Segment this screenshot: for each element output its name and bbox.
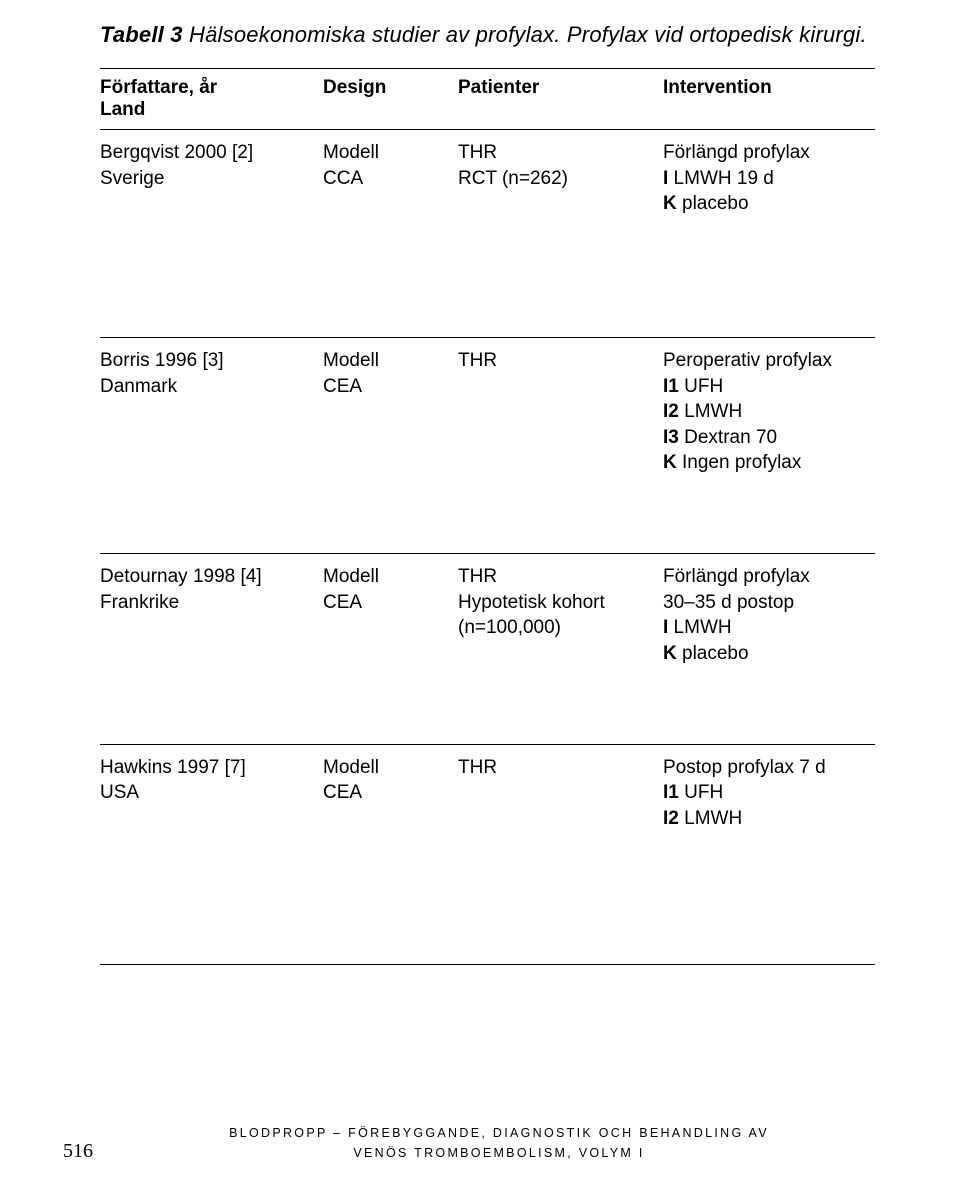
bold: I1 — [663, 782, 679, 803]
table-header-row: Författare, år Land Design Patienter Int… — [100, 69, 875, 129]
intervention-line3: I LMWH — [663, 615, 875, 641]
author-country: USA — [100, 780, 323, 806]
patients-line1: THR — [458, 348, 663, 374]
rest: 30–35 d postop — [663, 592, 794, 613]
intervention-line1: Peroperativ profylax — [663, 348, 875, 374]
page-number: 516 — [63, 1140, 123, 1163]
bold: I3 — [663, 427, 679, 448]
rest: placebo — [677, 193, 749, 214]
cell-design: Modell CEA — [323, 755, 458, 832]
design-line1: Modell — [323, 348, 458, 374]
author-country: Danmark — [100, 374, 323, 400]
footer: 516 BLODPROPP – FÖREBYGGANDE, DIAGNOSTIK… — [0, 1124, 960, 1163]
cell-patients: THR — [458, 348, 663, 476]
rest: Ingen profylax — [677, 452, 802, 473]
gap — [100, 488, 875, 553]
cell-author: Bergqvist 2000 [2] Sverige — [100, 140, 323, 217]
footer-text: BLODPROPP – FÖREBYGGANDE, DIAGNOSTIK OCH… — [123, 1124, 875, 1163]
intervention-line3: K placebo — [663, 191, 875, 217]
design-line2: CEA — [323, 590, 458, 616]
patients-line1: THR — [458, 564, 663, 590]
rest: LMWH — [679, 808, 742, 829]
cell-author: Hawkins 1997 [7] USA — [100, 755, 323, 832]
th-design: Design — [323, 77, 458, 121]
intervention-line1: Postop profylax 7 d — [663, 755, 875, 781]
patients-line2: RCT (n=262) — [458, 166, 663, 192]
rest: LMWH — [668, 617, 731, 638]
cell-design: Modell CCA — [323, 140, 458, 217]
bold: K — [663, 643, 677, 664]
intervention-line2: I1 UFH — [663, 374, 875, 400]
table-caption: Hälsoekonomiska studier av profylax. Pro… — [189, 22, 867, 47]
cell-patients: THR Hypotetisk kohort (n=100,000) — [458, 564, 663, 667]
author-country: Frankrike — [100, 590, 323, 616]
table-row: Hawkins 1997 [7] USA Modell CEA THR Post… — [100, 745, 875, 844]
table-row: Bergqvist 2000 [2] Sverige Modell CCA TH… — [100, 130, 875, 229]
footer-line2: VENÖS TROMBOEMBOLISM, VOLYM I — [123, 1144, 875, 1163]
bold: K — [663, 193, 677, 214]
author-name: Detournay 1998 [4] — [100, 564, 323, 590]
cell-intervention: Förlängd profylax I LMWH 19 d K placebo — [663, 140, 875, 217]
patients-line2: Hypotetisk kohort — [458, 590, 663, 616]
author-country: Sverige — [100, 166, 323, 192]
cell-intervention: Postop profylax 7 d I1 UFH I2 LMWH — [663, 755, 875, 832]
intervention-line4: I3 Dextran 70 — [663, 425, 875, 451]
th-author-line2: Land — [100, 99, 323, 121]
intervention-line2: 30–35 d postop — [663, 590, 875, 616]
author-name: Borris 1996 [3] — [100, 348, 323, 374]
intervention-line2: I LMWH 19 d — [663, 166, 875, 192]
cell-author: Borris 1996 [3] Danmark — [100, 348, 323, 476]
intervention-line5: K Ingen profylax — [663, 450, 875, 476]
patients-line1: THR — [458, 140, 663, 166]
intervention-line1: Förlängd profylax — [663, 564, 875, 590]
gap — [100, 229, 875, 337]
bold: K — [663, 452, 677, 473]
th-intervention: Intervention — [663, 77, 875, 121]
cell-patients: THR — [458, 755, 663, 832]
intervention-line1: Förlängd profylax — [663, 140, 875, 166]
gap — [100, 679, 875, 744]
page: Tabell 3 Hälsoekonomiska studier av prof… — [0, 0, 960, 1197]
design-line1: Modell — [323, 564, 458, 590]
th-author: Författare, år Land — [100, 77, 323, 121]
table-row: Detournay 1998 [4] Frankrike Modell CEA … — [100, 554, 875, 679]
rule-bottom — [100, 964, 875, 965]
design-line2: CEA — [323, 374, 458, 400]
author-name: Bergqvist 2000 [2] — [100, 140, 323, 166]
cell-design: Modell CEA — [323, 348, 458, 476]
design-line1: Modell — [323, 755, 458, 781]
bold: I2 — [663, 401, 679, 422]
design-line2: CEA — [323, 780, 458, 806]
th-patients: Patienter — [458, 77, 663, 121]
rest: placebo — [677, 643, 749, 664]
cell-author: Detournay 1998 [4] Frankrike — [100, 564, 323, 667]
cell-patients: THR RCT (n=262) — [458, 140, 663, 217]
gap — [100, 844, 875, 964]
intervention-line2: I1 UFH — [663, 780, 875, 806]
rest: LMWH — [679, 401, 742, 422]
intervention-line4: K placebo — [663, 641, 875, 667]
rest: UFH — [679, 782, 723, 803]
patients-line3: (n=100,000) — [458, 615, 663, 641]
footer-line1: BLODPROPP – FÖREBYGGANDE, DIAGNOSTIK OCH… — [123, 1124, 875, 1143]
author-name: Hawkins 1997 [7] — [100, 755, 323, 781]
cell-intervention: Peroperativ profylax I1 UFH I2 LMWH I3 D… — [663, 348, 875, 476]
table-label: Tabell 3 — [100, 22, 183, 47]
rest: UFH — [679, 376, 723, 397]
cell-design: Modell CEA — [323, 564, 458, 667]
table-title: Tabell 3 Hälsoekonomiska studier av prof… — [100, 22, 875, 48]
bold: I1 — [663, 376, 679, 397]
patients-line1: THR — [458, 755, 663, 781]
bold: I2 — [663, 808, 679, 829]
intervention-line3: I2 LMWH — [663, 399, 875, 425]
rest: LMWH 19 d — [668, 168, 774, 189]
cell-intervention: Förlängd profylax 30–35 d postop I LMWH … — [663, 564, 875, 667]
design-line1: Modell — [323, 140, 458, 166]
intervention-line3: I2 LMWH — [663, 806, 875, 832]
th-author-line1: Författare, år — [100, 77, 323, 99]
design-line2: CCA — [323, 166, 458, 192]
rest: Dextran 70 — [679, 427, 777, 448]
table-row: Borris 1996 [3] Danmark Modell CEA THR P… — [100, 338, 875, 488]
